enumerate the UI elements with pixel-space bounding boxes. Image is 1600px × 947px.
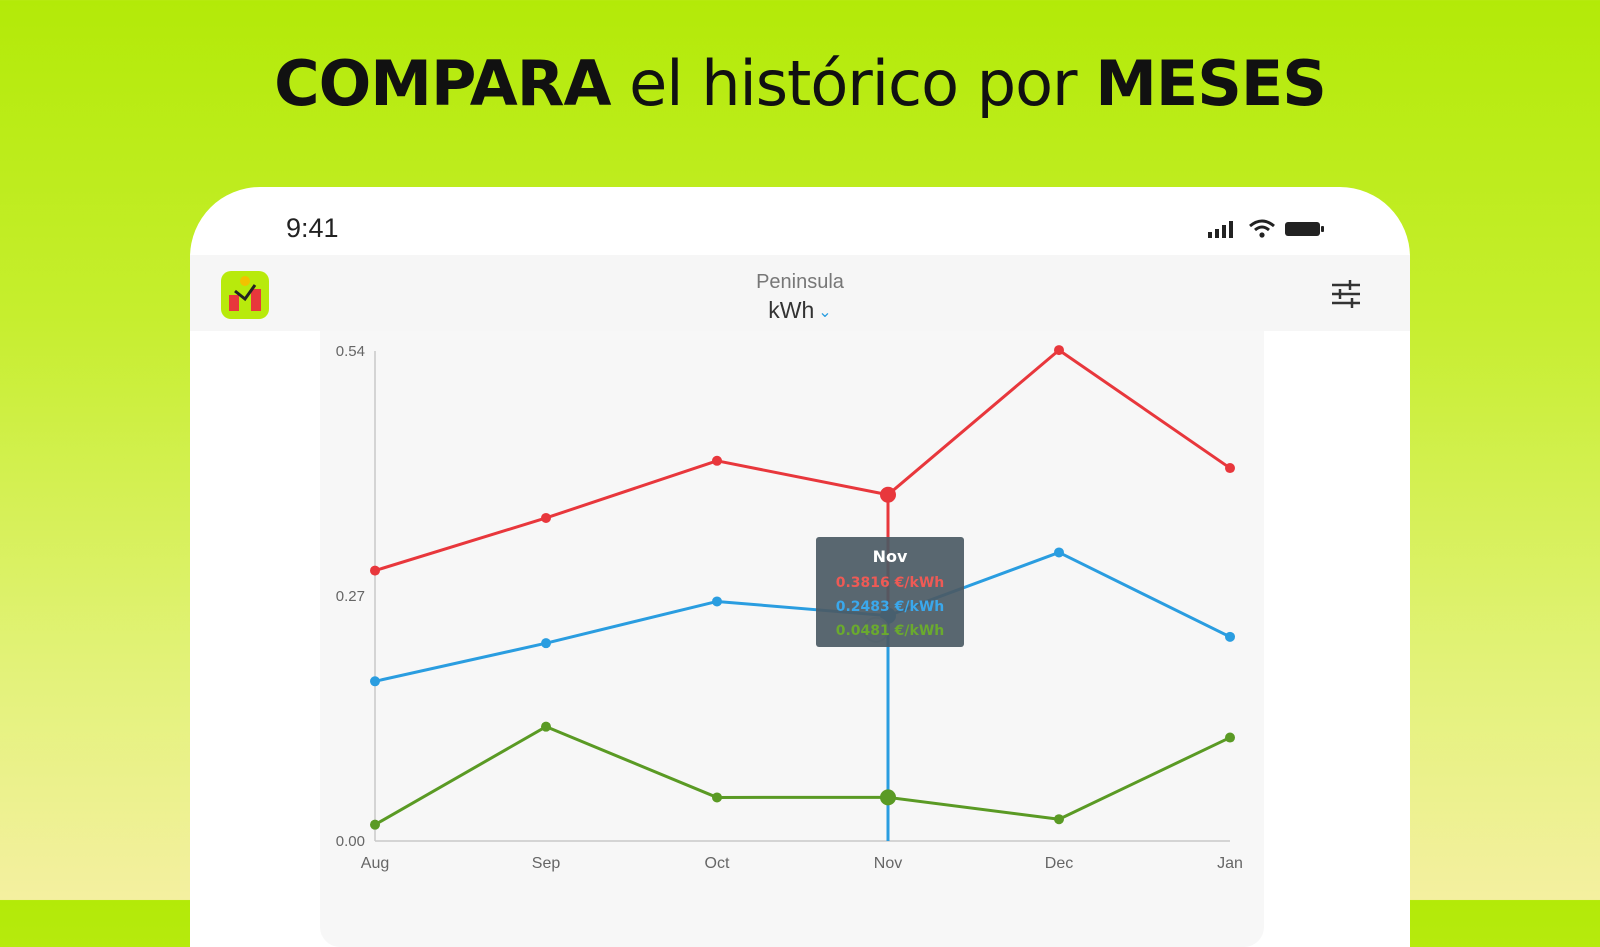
data-point-0-3 <box>880 486 896 503</box>
series-line-0 <box>374 348 1231 573</box>
wifi-icon <box>1249 219 1275 238</box>
data-point-1-4 <box>1054 547 1064 558</box>
app-logo[interactable] <box>221 271 269 319</box>
signal-icon <box>1208 221 1233 238</box>
x-tick-label: Jan <box>1217 855 1243 872</box>
tooltip-row-green: 0.0481 €/kWh <box>835 623 945 639</box>
status-time: 9:41 <box>286 213 339 243</box>
data-point-2-0 <box>370 819 380 830</box>
data-point-0-2 <box>712 455 722 466</box>
headline-regular: el histórico por <box>610 47 1096 120</box>
data-point-0-4 <box>1054 345 1064 356</box>
data-point-2-5 <box>1225 732 1235 743</box>
series-line-2 <box>374 725 1231 826</box>
data-point-1-0 <box>370 676 380 687</box>
data-point-2-2 <box>712 792 722 803</box>
y-tick-label: 0.54 <box>336 343 365 360</box>
x-tick-label: Aug <box>361 855 389 872</box>
sliders-icon <box>1332 280 1360 308</box>
status-icons <box>1206 219 1326 239</box>
chart-card: 0.00 0.27 0.54 Aug Sep Oct Nov Dec Jan Nov 0.381… <box>320 331 1264 947</box>
data-point-1-5 <box>1225 631 1235 642</box>
data-point-0-1 <box>541 512 551 523</box>
tooltip-row-blue: 0.2483 €/kWh <box>835 599 945 615</box>
series-line-1 <box>374 550 1231 683</box>
headline-bold-meses: MESES <box>1095 47 1327 120</box>
phone-frame: 9:41 Peninsula kWh ⌄ <box>190 187 1410 947</box>
app-header <box>190 255 1410 331</box>
x-tick-label: Dec <box>1045 855 1073 872</box>
data-point-1-2 <box>712 596 722 607</box>
x-tick-label: Sep <box>532 855 561 872</box>
data-point-1-1 <box>541 638 551 649</box>
data-point-0-0 <box>370 565 380 576</box>
app-logo-icon <box>229 276 261 311</box>
tooltip-title: Nov <box>872 547 908 566</box>
unit-label: kWh <box>768 297 815 323</box>
data-point-0-5 <box>1225 463 1235 474</box>
data-point-2-1 <box>541 721 551 732</box>
chevron-down-icon: ⌄ <box>818 303 832 321</box>
data-point-2-3 <box>880 789 896 806</box>
data-point-2-4 <box>1054 814 1064 825</box>
unit-selector[interactable]: kWh ⌄ <box>640 297 960 324</box>
x-tick-label: Nov <box>874 855 902 872</box>
headline: COMPARA el histórico por MESES <box>0 42 1600 126</box>
x-tick-label: Oct <box>705 855 730 872</box>
price-line-chart[interactable]: 0.00 0.27 0.54 Aug Sep Oct Nov Dec Jan <box>320 331 1264 947</box>
chart-tooltip: Nov 0.3816 €/kWh 0.2483 €/kWh 0.0481 €/k… <box>816 537 964 647</box>
y-tick-label: 0.00 <box>336 833 365 850</box>
y-tick-label: 0.27 <box>336 588 365 605</box>
battery-icon <box>1285 222 1324 236</box>
region-label: Peninsula <box>756 271 844 293</box>
filter-button[interactable] <box>1330 279 1362 313</box>
headline-bold-compara: COMPARA <box>274 47 611 120</box>
tooltip-row-red: 0.3816 €/kWh <box>835 575 945 591</box>
